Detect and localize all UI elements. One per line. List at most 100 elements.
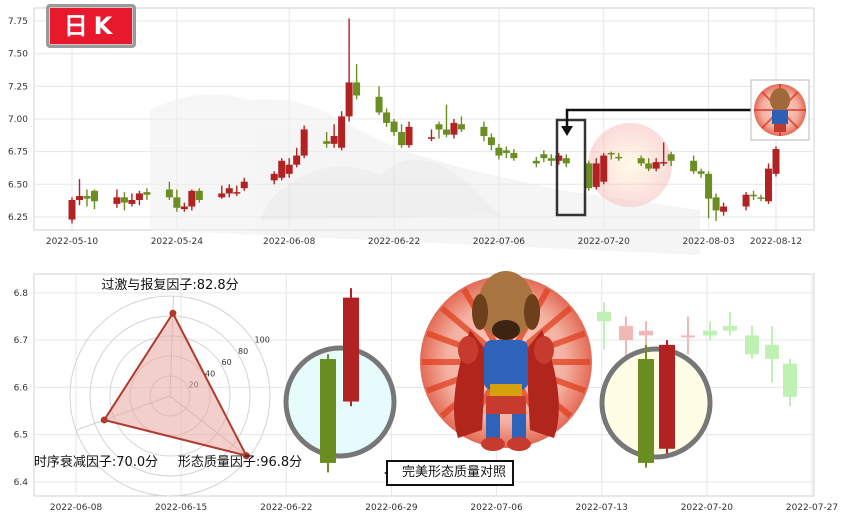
candle-body xyxy=(619,325,633,341)
candle-body xyxy=(745,335,759,355)
top-candle xyxy=(240,177,248,191)
candle-body xyxy=(143,192,151,195)
radar-axis-label: 时序衰减因子:70.0分 xyxy=(34,454,158,470)
top-candle xyxy=(353,64,361,100)
candle-body xyxy=(660,162,668,164)
top-candle xyxy=(225,184,233,198)
faded-context-candles xyxy=(597,302,797,407)
candle-body xyxy=(723,325,737,331)
candle-body xyxy=(457,124,465,130)
candle-body xyxy=(705,173,713,199)
top-candle xyxy=(435,121,443,139)
top-candles xyxy=(68,18,780,224)
top-candle xyxy=(135,190,143,206)
candle-body xyxy=(667,154,675,161)
top-x-tick-label: 2022-06-22 xyxy=(368,237,420,247)
top-candle xyxy=(667,151,675,167)
top-candle xyxy=(375,86,383,116)
top-candle xyxy=(600,152,608,185)
candle-body xyxy=(165,189,173,198)
radar-chart: 20406080100过激与报复因子:82.8分形态质量因子:96.8分时序衰减… xyxy=(34,278,302,497)
candle-body xyxy=(659,344,675,449)
top-y-tick-label: 7.75 xyxy=(8,17,28,27)
candle-body xyxy=(585,163,593,189)
bottom-comparison-chart: 6.46.56.66.76.8 2022-06-08 2022-06-15 2022… xyxy=(14,271,838,513)
candle-body xyxy=(487,137,495,146)
top-candle xyxy=(547,154,555,167)
top-candle xyxy=(330,124,338,148)
bottom-y-tick-label: 6.6 xyxy=(14,383,29,393)
radar-tick-label: 60 xyxy=(222,358,232,367)
candle-body xyxy=(540,154,548,159)
candle-body xyxy=(90,190,98,202)
candle-body xyxy=(645,163,653,169)
top-candle xyxy=(120,192,128,211)
pattern-highlight-box xyxy=(555,118,587,217)
top-candle xyxy=(173,189,181,212)
top-candle xyxy=(442,104,450,138)
top-kline-chart: 6.256.506.757.007.257.507.75 2022-05-10 2… xyxy=(8,7,815,255)
top-candle xyxy=(195,188,203,203)
radar-point xyxy=(242,452,250,460)
top-candle xyxy=(495,143,503,160)
top-candle xyxy=(652,158,660,172)
candle-body xyxy=(68,199,76,220)
top-candle xyxy=(742,192,750,211)
candle-body xyxy=(495,147,503,156)
top-candle xyxy=(510,149,518,161)
candle-body xyxy=(757,197,765,199)
top-candle xyxy=(427,129,435,142)
top-candle xyxy=(765,163,773,204)
top-y-tick-label: 6.25 xyxy=(8,213,28,223)
top-candle xyxy=(532,156,540,168)
candle-body xyxy=(320,359,336,463)
top-candle xyxy=(390,119,398,136)
top-candle xyxy=(750,190,758,200)
right-pair-candle xyxy=(659,340,675,454)
comparison-callout: 完美形态质量对照 xyxy=(386,460,515,486)
candle-body xyxy=(750,194,758,197)
top-y-tick-label: 7.25 xyxy=(8,82,28,92)
top-x-tick-label: 2022-08-12 xyxy=(750,237,802,247)
candle-body xyxy=(83,196,91,199)
top-candle xyxy=(705,171,713,219)
radar-point xyxy=(169,309,177,317)
top-candle xyxy=(607,151,615,160)
top-candle xyxy=(270,171,278,185)
top-x-tick-label: 2022-05-10 xyxy=(46,237,99,247)
radar-tick-label: 100 xyxy=(255,336,270,345)
daily-kline-logo: 日K xyxy=(46,4,136,48)
top-candle xyxy=(540,150,548,163)
sunburst-ray xyxy=(439,305,495,353)
top-candle xyxy=(338,111,346,151)
faded-candle xyxy=(703,321,717,341)
radar-tick-label: 80 xyxy=(238,347,248,356)
right-pair-candle xyxy=(638,344,654,468)
top-candle xyxy=(180,202,188,212)
top-y-axis: 6.25 6.50 6.75 7.00 7.25 7.50 7.75 xyxy=(8,17,28,223)
top-candle xyxy=(457,116,465,133)
top-candle xyxy=(113,189,121,208)
candle-body xyxy=(502,150,510,153)
radar-point xyxy=(100,416,108,424)
faded-candle xyxy=(639,321,653,345)
comparison-candle-pairs xyxy=(320,288,675,473)
candle-body xyxy=(113,197,121,204)
bottom-x-tick-label: 2022-07-06 xyxy=(470,503,523,513)
candle-body xyxy=(697,171,705,174)
candle-body xyxy=(375,96,383,113)
candle-body xyxy=(600,155,608,182)
top-candle xyxy=(218,185,226,199)
top-candle xyxy=(293,147,301,168)
top-candle xyxy=(697,168,705,178)
bottom-x-tick-label: 2022-07-20 xyxy=(681,503,734,513)
top-candle xyxy=(128,193,136,207)
top-candle xyxy=(690,155,698,174)
top-candle xyxy=(90,189,98,210)
mascot-hero xyxy=(420,271,592,451)
candle-body xyxy=(555,155,563,161)
bottom-y-tick-label: 6.4 xyxy=(14,478,29,488)
candle-body xyxy=(765,168,773,202)
top-candle xyxy=(165,181,173,200)
